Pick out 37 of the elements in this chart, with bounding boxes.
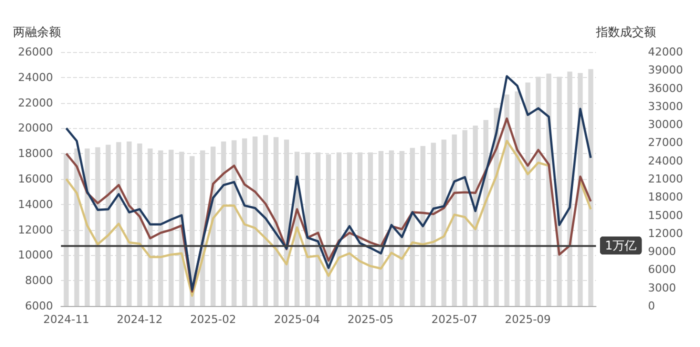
y2-tick-label: 12000 [648,226,683,240]
y2-tick-label: 0 [648,300,655,312]
y-tick-label: 12000 [18,223,53,236]
y-tick-label: 20000 [18,122,53,135]
y-axis-title: 两融余额 [13,25,61,39]
x-tick-label: 2025-09 [504,313,551,326]
y2-tick-label: 9000 [648,245,676,258]
y-tick-label: 8000 [25,274,53,288]
x-tick-label: 2025-05 [347,313,394,326]
x-tick-label: 2024-11 [43,313,90,326]
y2-tick-label: 3000 [648,281,676,294]
x-tick-label: 2025-07 [431,313,478,326]
y2-tick-label: 30000 [648,118,683,132]
y2-tick-label: 36000 [648,82,683,95]
y2-tick-label: 39000 [648,64,683,77]
y2-tick-label: 15000 [648,208,683,222]
y2-tick-label: 6000 [648,263,676,276]
x-tick-label: 2024-12 [116,313,163,326]
line-series [65,75,592,291]
y2-tick-label: 27000 [648,136,683,150]
y-tick-label: 16000 [18,172,53,186]
y2-tick-label: 33000 [648,100,683,113]
y2-tick-label: 42000 [648,46,683,58]
y-tick-label: 26000 [18,46,53,58]
ref-line-label: 1万亿 [605,238,637,253]
y-tick-label: 14000 [18,198,53,211]
y-tick-label: 10000 [18,248,53,262]
y-tick-label: 24000 [18,70,53,84]
x-tick-label: 2025-02 [190,313,236,326]
y-tick-label: 6000 [25,300,53,312]
y2-axis-title: 指数成交额 [595,25,656,39]
y2-tick-label: 21000 [648,172,683,186]
y-tick-label: 18000 [18,147,53,160]
x-tick-label: 2025-04 [274,313,320,326]
y2-tick-label: 24000 [648,154,683,168]
y-tick-label: 22000 [18,96,53,110]
y2-tick-label: 18000 [648,190,683,204]
